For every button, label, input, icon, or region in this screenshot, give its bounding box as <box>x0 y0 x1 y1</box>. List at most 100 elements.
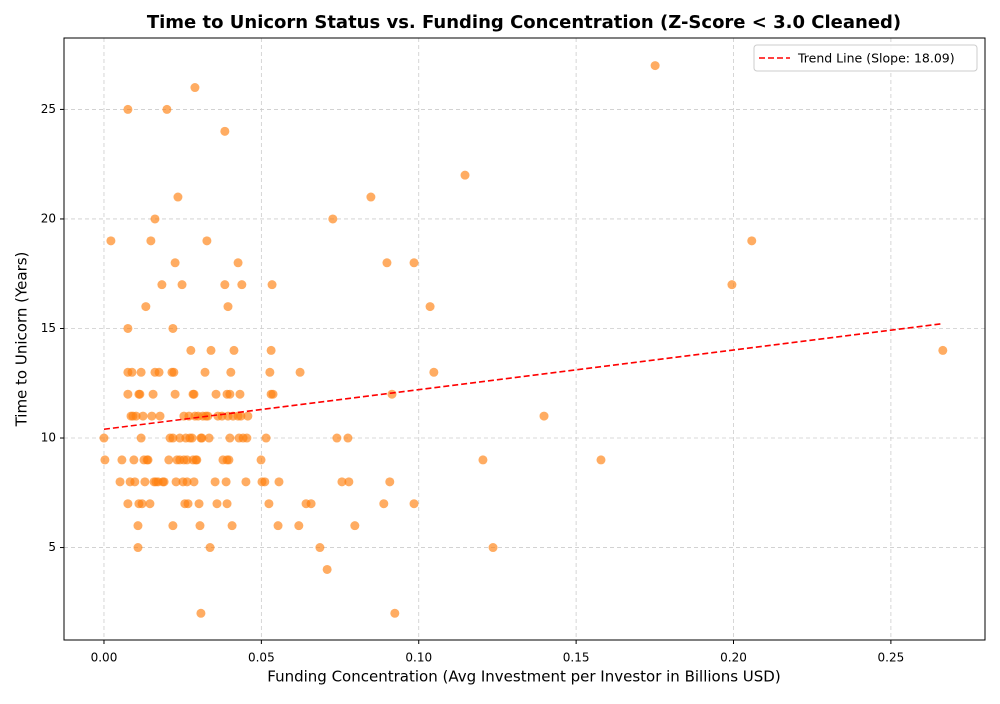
y-tick-label: 10 <box>41 431 56 445</box>
scatter-point <box>211 389 221 399</box>
scatter-point <box>99 433 109 443</box>
scatter-point <box>168 433 178 443</box>
scatter-point <box>343 433 353 443</box>
scatter-point <box>137 499 147 509</box>
scatter-point <box>182 477 192 487</box>
scatter-point <box>190 83 200 93</box>
scatter-point <box>223 302 233 312</box>
scatter-point <box>379 499 389 509</box>
scatter-point <box>140 477 150 487</box>
scatter-point <box>162 104 172 114</box>
scatter-point <box>488 543 498 553</box>
scatter-point <box>273 521 283 531</box>
scatter-point <box>328 214 338 224</box>
scatter-point <box>147 411 157 421</box>
scatter-point <box>117 455 127 465</box>
scatter-point <box>141 302 151 312</box>
scatter-point <box>129 455 139 465</box>
scatter-point <box>115 477 125 487</box>
scatter-point <box>123 499 133 509</box>
scatter-point <box>136 367 146 377</box>
scatter-point <box>171 477 181 487</box>
scatter-point <box>233 258 243 268</box>
y-tick-label: 5 <box>48 540 56 554</box>
y-axis-label: Time to Unicorn (Years) <box>13 252 31 428</box>
scatter-point <box>938 345 948 355</box>
scatter-point <box>265 367 275 377</box>
scatter-point <box>133 543 143 553</box>
y-tick-label: 15 <box>41 321 56 335</box>
scatter-point <box>225 433 235 443</box>
scatter-point <box>220 126 230 136</box>
trend-line <box>103 322 943 431</box>
scatter-point <box>202 236 212 246</box>
scatter-point <box>236 411 246 421</box>
scatter-point <box>727 280 737 290</box>
scatter-point <box>274 477 284 487</box>
scatter-point <box>382 258 392 268</box>
scatter-point <box>164 455 174 465</box>
scatter-point <box>596 455 606 465</box>
scatter-point <box>425 302 435 312</box>
scatter-point <box>206 345 216 355</box>
scatter-point <box>123 323 133 333</box>
plot-frame <box>63 37 986 641</box>
scatter-point <box>294 521 304 531</box>
scatter-point <box>135 389 145 399</box>
grid <box>64 38 985 640</box>
scatter-point <box>157 280 167 290</box>
x-tick-label: 0.05 <box>248 651 275 665</box>
scatter-point <box>194 499 204 509</box>
scatter-point <box>222 499 232 509</box>
y-tick-label: 25 <box>41 102 56 116</box>
scatter-point <box>183 499 193 509</box>
legend: Trend Line (Slope: 18.09) <box>753 44 978 72</box>
chart-title: Time to Unicorn Status vs. Funding Conce… <box>147 12 901 33</box>
scatter-point <box>409 499 419 509</box>
scatter-point <box>196 608 206 618</box>
scatter-point <box>155 411 165 421</box>
scatter-point <box>315 543 325 553</box>
scatter-point <box>322 564 332 574</box>
scatter-point <box>229 345 239 355</box>
scatter-point <box>170 389 180 399</box>
scatter-point <box>136 433 146 443</box>
scatter-point <box>186 345 196 355</box>
scatter-point <box>131 411 141 421</box>
scatter-point <box>192 455 202 465</box>
x-axis-label: Funding Concentration (Avg Investment pe… <box>267 668 780 686</box>
y-tick-label: 20 <box>41 211 56 225</box>
scatter-point <box>168 323 178 333</box>
scatter-point <box>295 367 305 377</box>
scatter-point <box>429 367 439 377</box>
scatter-point <box>200 367 210 377</box>
scatter-point <box>133 521 143 531</box>
scatter-point <box>409 258 419 268</box>
x-tick-label: 0.15 <box>563 651 590 665</box>
scatter-point <box>390 608 400 618</box>
scatter-point <box>100 455 110 465</box>
scatter-point <box>123 104 133 114</box>
scatter-point <box>344 477 354 487</box>
scatter-point <box>332 433 342 443</box>
scatter-point <box>150 214 160 224</box>
x-tick-label: 0.25 <box>878 651 905 665</box>
scatter-point <box>227 521 237 531</box>
scatter-point <box>260 477 270 487</box>
scatter-point <box>460 170 470 180</box>
legend-label: Trend Line (Slope: 18.09) <box>797 51 955 66</box>
scatter-point <box>224 455 234 465</box>
scatter-point <box>220 280 230 290</box>
scatter-point <box>106 236 116 246</box>
scatter-point <box>650 61 660 71</box>
scatter-point <box>267 280 277 290</box>
scatter-point <box>237 280 247 290</box>
x-tick-label: 0.10 <box>405 651 432 665</box>
scatter-point <box>306 499 316 509</box>
scatter-point <box>212 499 222 509</box>
scatter-point <box>256 455 266 465</box>
scatter-point <box>130 477 140 487</box>
scatter-point <box>350 521 360 531</box>
